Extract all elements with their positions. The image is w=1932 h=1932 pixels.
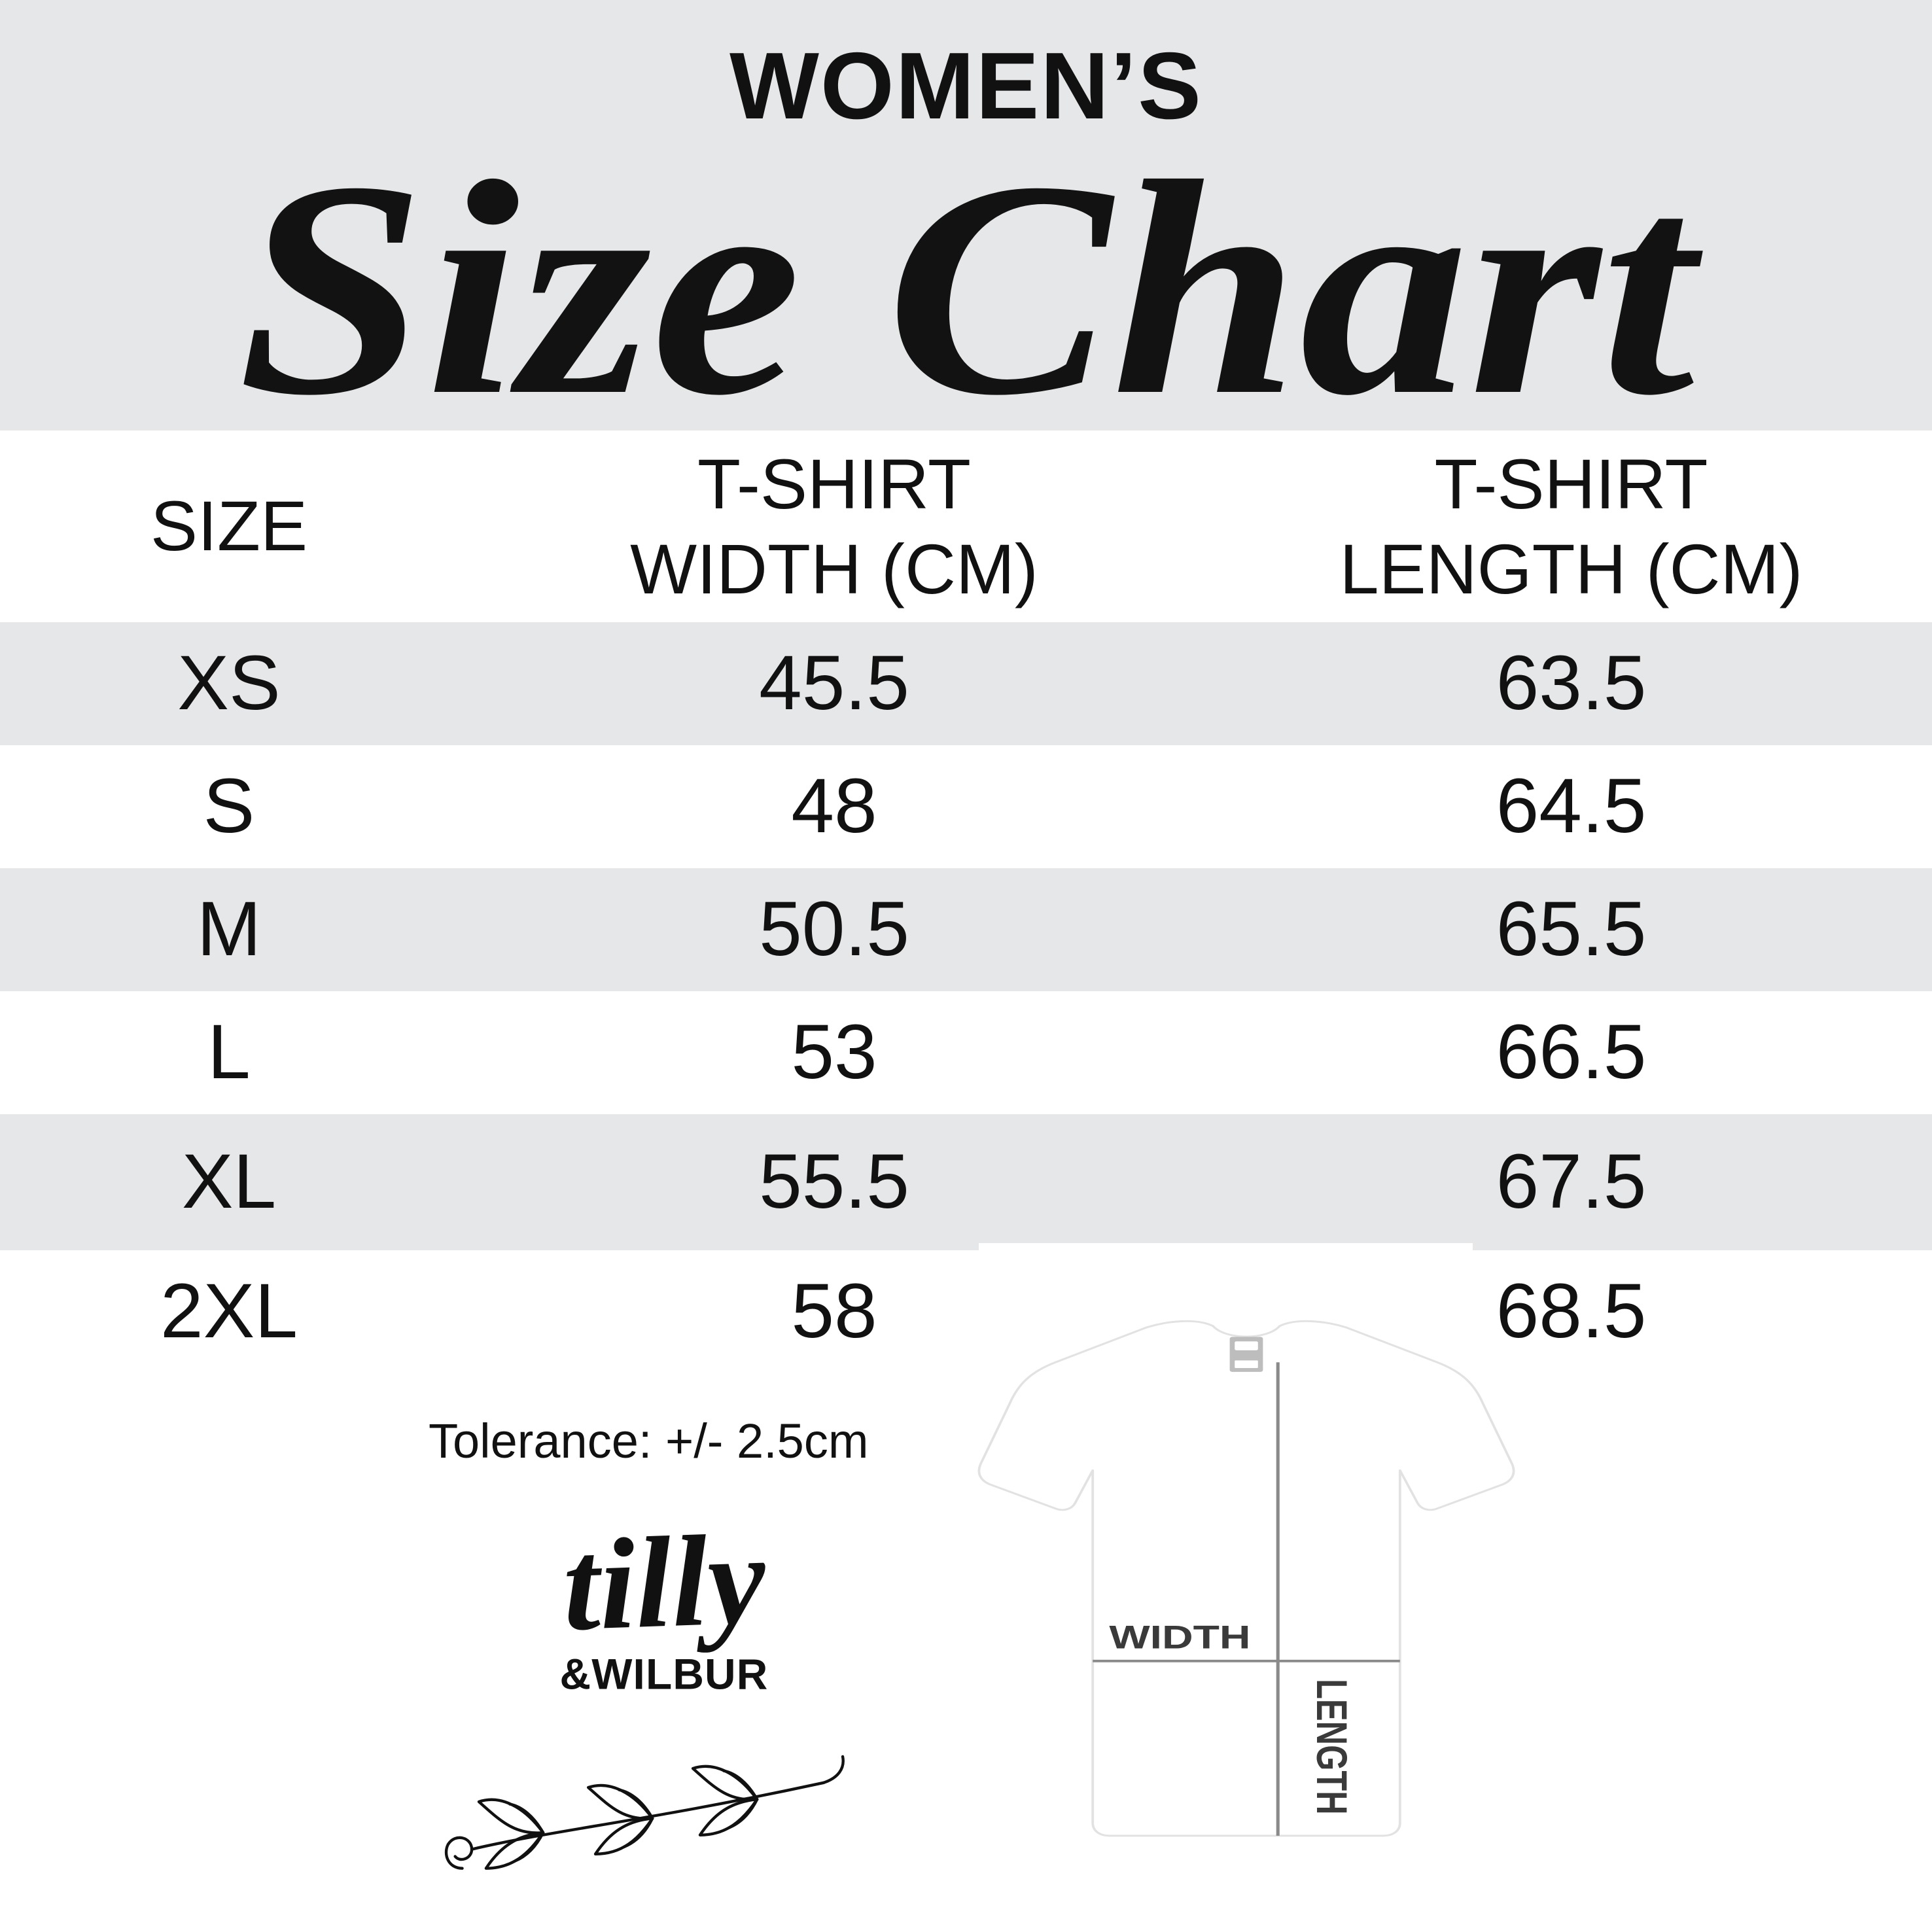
svg-text:WIDTH: WIDTH	[1109, 1619, 1250, 1656]
svg-text:tilly: tilly	[561, 1507, 768, 1658]
svg-text:&WILBUR: &WILBUR	[560, 1650, 769, 1698]
svg-text:LENGTH: LENGTH	[1307, 1679, 1355, 1815]
